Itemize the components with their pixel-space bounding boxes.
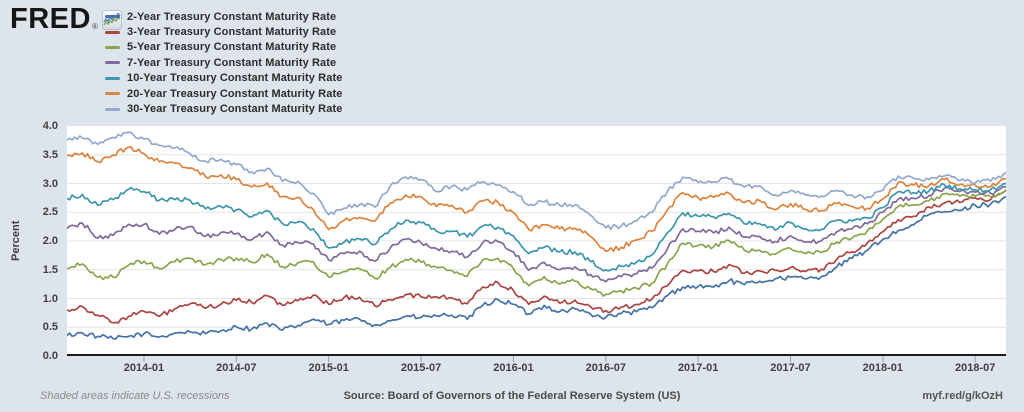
legend-label: 30-Year Treasury Constant Maturity Rate [127, 103, 343, 116]
y-axis-title: Percent [10, 220, 22, 262]
y-axis-tick-label: 2.0 [42, 235, 58, 247]
legend-line-swatch [105, 30, 120, 34]
fred-logo: FRED ® [10, 3, 122, 35]
recession-note: Shaded areas indicate U.S. recessions [40, 390, 230, 402]
legend-item: 2-Year Treasury Constant Maturity Rate [105, 9, 342, 24]
legend-label: 3-Year Treasury Constant Maturity Rate [127, 26, 337, 39]
legend-line-swatch [105, 45, 120, 49]
y-axis-tick-label: 4.0 [42, 120, 58, 132]
legend-line-swatch [105, 92, 120, 96]
legend-label: 5-Year Treasury Constant Maturity Rate [127, 41, 337, 54]
y-axis-tick-label: 1.5 [42, 263, 58, 276]
x-axis-tick-label: 2017-01 [677, 362, 719, 374]
permalink[interactable]: myf.red/g/kOzH [922, 390, 1003, 402]
x-axis-tick-label: 2015-01 [308, 362, 349, 374]
x-axis-tick-label: 2017-07 [770, 362, 811, 374]
legend-item: 10-Year Treasury Constant Maturity Rate [105, 71, 342, 86]
legend-item: 20-Year Treasury Constant Maturity Rate [105, 86, 342, 101]
series-line [67, 188, 1006, 297]
y-axis-tick-label: 3.5 [42, 148, 58, 161]
legend-line-swatch [105, 15, 120, 19]
y-axis-tick-label: 0.0 [42, 350, 58, 362]
legend-label: 2-Year Treasury Constant Maturity Rate [127, 10, 337, 23]
legend-line-swatch [105, 76, 120, 80]
series-line [67, 185, 1006, 283]
legend-line-swatch [105, 107, 120, 111]
legend-item: 7-Year Treasury Constant Maturity Rate [105, 55, 342, 70]
y-axis-tick-label: 2.5 [42, 206, 58, 219]
series-line [67, 189, 1006, 324]
legend-label: 10-Year Treasury Constant Maturity Rate [127, 72, 343, 85]
x-axis-tick-label: 2016-01 [493, 362, 534, 374]
x-axis-tick-label: 2018-07 [955, 362, 996, 374]
y-axis-tick-label: 0.5 [42, 321, 58, 334]
series-line [67, 131, 1006, 231]
x-axis-tick-label: 2018-01 [862, 362, 904, 374]
legend-label: 20-Year Treasury Constant Maturity Rate [127, 87, 343, 100]
y-axis-tick-label: 3.0 [42, 177, 58, 190]
x-axis-tick-label: 2014-01 [123, 362, 165, 374]
x-axis-tick-label: 2015-07 [400, 362, 442, 374]
x-axis-tick-label: 2014-07 [216, 362, 257, 374]
source-note: Source: Board of Governors of the Federa… [343, 390, 681, 402]
legend-label: 7-Year Treasury Constant Maturity Rate [127, 56, 337, 69]
fred-logo-text: FRED [10, 3, 91, 35]
registered-trademark-symbol: ® [91, 22, 98, 31]
x-axis-tick-label: 2016-07 [585, 362, 626, 374]
legend-item: 5-Year Treasury Constant Maturity Rate [105, 40, 342, 55]
series-line [67, 182, 1006, 272]
legend-line-swatch [105, 61, 120, 65]
series-line [67, 145, 1006, 253]
legend-item: 3-Year Treasury Constant Maturity Rate [105, 24, 342, 39]
plot-area [67, 126, 1006, 362]
series-line [67, 195, 1006, 340]
legend-item: 30-Year Treasury Constant Maturity Rate [105, 101, 342, 116]
y-axis-tick-label: 1.0 [42, 292, 58, 305]
chart-legend: 2-Year Treasury Constant Maturity Rate 3-… [105, 9, 342, 117]
